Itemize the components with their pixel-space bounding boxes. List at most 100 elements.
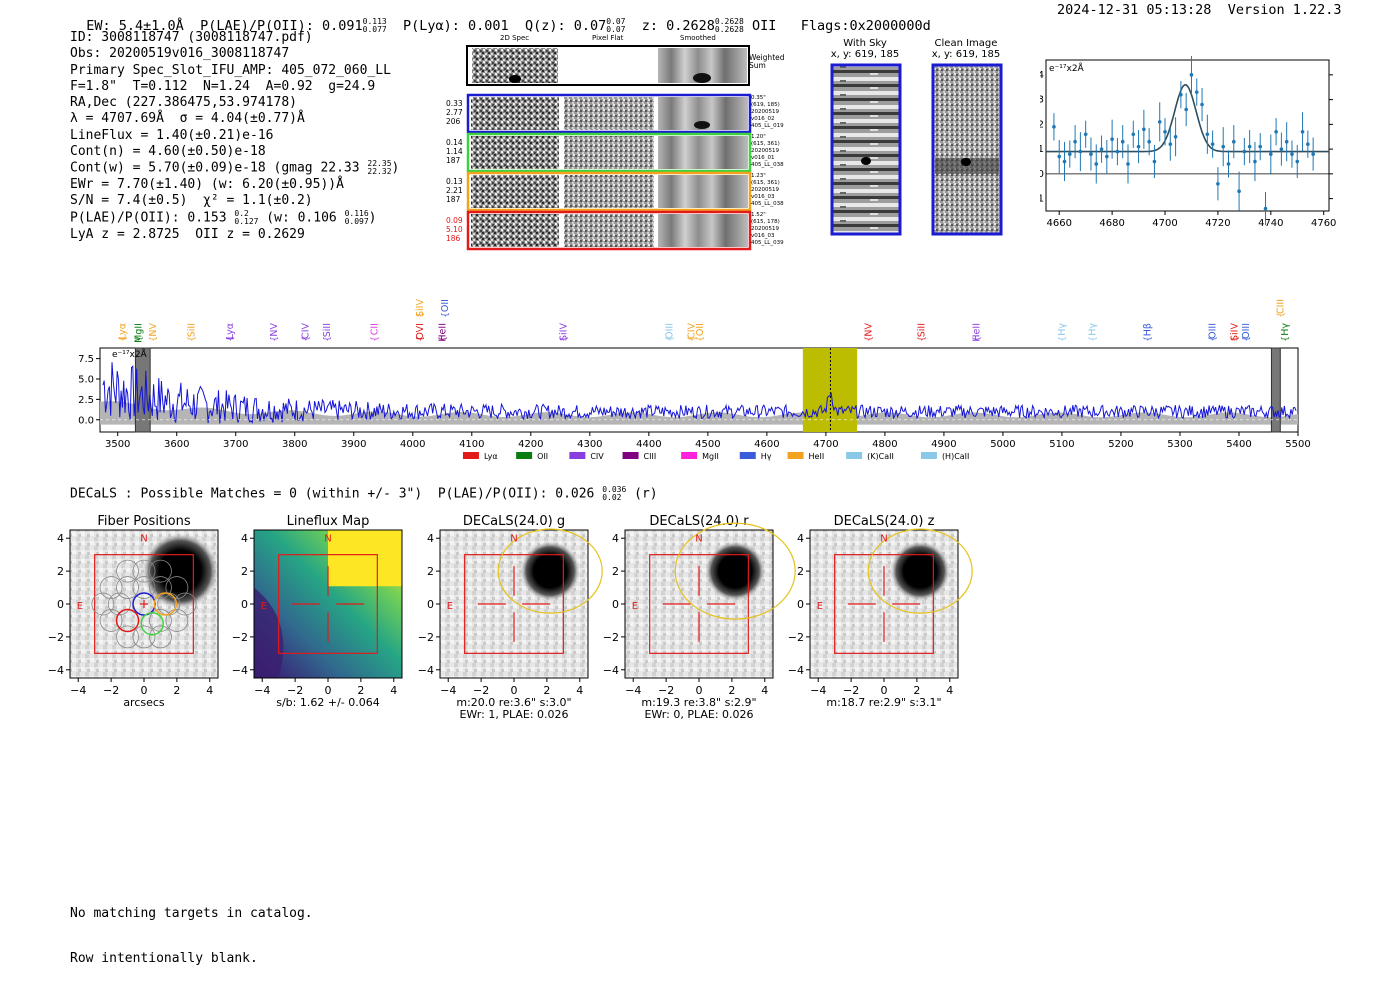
svg-text:SiIV: SiIV bbox=[415, 299, 426, 317]
svg-text:SiIV: SiIV bbox=[1229, 323, 1240, 341]
svg-text:CIII: CIII bbox=[1275, 299, 1286, 314]
spectrum-x-tick: 4100 bbox=[459, 439, 484, 450]
zoom-point bbox=[1173, 134, 1178, 139]
svg-text:{: { bbox=[187, 336, 197, 342]
panel-y-tick: 4 bbox=[797, 532, 804, 545]
timestamp-version: 2024-12-31 05:13:28 Version 1.22.3 bbox=[1057, 2, 1342, 18]
fiber-circle bbox=[173, 592, 197, 616]
panel-title: Fiber Positions bbox=[97, 514, 190, 529]
panel-caption: s/b: 1.62 +/- 0.064 bbox=[276, 696, 380, 709]
panel-x-tick: 2 bbox=[357, 684, 364, 697]
zoom-point bbox=[1163, 129, 1167, 134]
emission-line-label: OIII{ bbox=[1241, 323, 1252, 342]
panel-caption: m:18.7 re:2.9" s:3.1" bbox=[826, 696, 941, 709]
emission-line-label: SiII{ bbox=[322, 323, 333, 342]
svg-text:{: { bbox=[864, 336, 874, 342]
zoom-point bbox=[1057, 154, 1062, 159]
svg-text:{: { bbox=[441, 312, 451, 318]
emission-line-label: CIII{ bbox=[1275, 299, 1286, 318]
zoom-point bbox=[1269, 152, 1273, 156]
fiber-circle bbox=[107, 592, 131, 616]
galaxy-ellipse bbox=[674, 522, 796, 620]
zoom-x-tick: 4720 bbox=[1205, 218, 1230, 229]
panel-y-tick: 0 bbox=[612, 598, 619, 611]
col-2d-spec: 2D Spec bbox=[500, 34, 530, 42]
panel-y-tick: −2 bbox=[788, 631, 804, 644]
legend-item: Hγ bbox=[739, 452, 772, 461]
galaxy-blob bbox=[705, 541, 766, 602]
footer-line-1: No matching targets in catalog. bbox=[70, 906, 313, 921]
spectrum-x-tick: 4600 bbox=[754, 439, 779, 450]
spectrum-x-tick: 3500 bbox=[105, 439, 130, 450]
zoom-point bbox=[1142, 127, 1146, 132]
info-lambda: λ = 4707.69Å σ = 4.04(±0.77)Å bbox=[70, 111, 305, 127]
panel-title: DECaLS(24.0) r bbox=[649, 514, 749, 529]
svg-text:{: { bbox=[323, 336, 333, 342]
weighted-sum-label: Weighted Sum bbox=[749, 53, 785, 70]
fiber-circle bbox=[149, 559, 172, 583]
zoom-point bbox=[1295, 159, 1300, 164]
panel-x-tick: −4 bbox=[70, 684, 86, 697]
panel-x-tick: 2 bbox=[913, 684, 920, 697]
panel-x-tick: 4 bbox=[576, 684, 583, 697]
cutout-row-meta: 1.52" (615, 178) 20200519 v016_03 405_LL_039 bbox=[751, 212, 784, 246]
panel-y-tick: 0 bbox=[797, 598, 804, 611]
emission-line-label: SiII{ bbox=[916, 323, 927, 342]
emission-line-label: NV{ bbox=[148, 323, 159, 342]
cutout-panel: 2D Spec Pixel Flat Smoothed Weighted Sum… bbox=[440, 34, 800, 256]
oii-label: OII bbox=[751, 18, 777, 34]
aperture-box bbox=[464, 554, 564, 654]
svg-text:Lyα: Lyα bbox=[225, 323, 236, 339]
footer-line-2: Row intentionally blank. bbox=[70, 951, 258, 966]
zoom-point bbox=[1221, 144, 1226, 149]
panel-x-tick: −4 bbox=[440, 684, 456, 697]
zoom-x-tick: 4700 bbox=[1152, 218, 1177, 229]
panel-x-tick: 0 bbox=[696, 684, 703, 697]
zoom-y-tick: 2 bbox=[1040, 119, 1044, 130]
svg-text:CIII: CIII bbox=[644, 452, 657, 461]
zoom-point bbox=[1152, 159, 1157, 164]
panel-y-tick: 4 bbox=[612, 532, 619, 545]
fiber-circle bbox=[91, 592, 115, 616]
svg-text:Hγ: Hγ bbox=[1057, 323, 1068, 336]
panel-x-tick: −4 bbox=[810, 684, 826, 697]
zoom-point bbox=[1205, 132, 1210, 137]
svg-text:{: { bbox=[416, 312, 426, 318]
aperture-box bbox=[94, 554, 194, 654]
zoom-point bbox=[1184, 107, 1188, 112]
fiber-circle bbox=[165, 609, 189, 632]
cutout-svg bbox=[466, 45, 752, 251]
crosshair bbox=[662, 566, 736, 642]
svg-text:{: { bbox=[1281, 336, 1291, 342]
zoom-x-tick: 4660 bbox=[1046, 218, 1071, 229]
svg-text:{: { bbox=[687, 336, 697, 342]
galaxy-blob bbox=[890, 541, 951, 602]
cutout-row-meta: 1.20" (615, 361) 20200519 v016_01 405_LL_038 bbox=[751, 134, 784, 168]
panel-x-tick: 2 bbox=[728, 684, 735, 697]
svg-text:{: { bbox=[416, 336, 426, 342]
zoom-point bbox=[1300, 129, 1305, 134]
svg-text:{: { bbox=[1276, 312, 1286, 318]
emission-line-label: Hγ{ bbox=[1088, 323, 1099, 342]
fiber-circle bbox=[132, 576, 156, 599]
panel-y-tick: 4 bbox=[57, 532, 64, 545]
svg-text:(K)CaII: (K)CaII bbox=[867, 452, 894, 461]
decals-panel: Lineflux Map N E −4 −2 0 2 4 4 2 0 −2 −4 s/b: 1.62 +/… bbox=[232, 514, 403, 709]
emission-line-label: NV{ bbox=[863, 323, 874, 342]
zoom-point bbox=[1226, 162, 1231, 166]
emission-line-label: Lyα{ bbox=[117, 323, 128, 342]
aperture-box bbox=[834, 554, 934, 654]
compass-east: E bbox=[817, 601, 823, 612]
fiber-circle bbox=[132, 559, 156, 583]
svg-text:OII: OII bbox=[537, 452, 548, 461]
panel-caption: m:20.0 re:3.6" s:3.0" bbox=[456, 696, 571, 709]
panel-x-tick: −4 bbox=[625, 684, 641, 697]
zoom-point bbox=[1210, 142, 1215, 146]
z-value: z: 0.2628 bbox=[641, 18, 715, 34]
cutout-flat bbox=[564, 175, 654, 208]
cutout-smooth bbox=[658, 136, 748, 169]
panel-x-tick: 4 bbox=[206, 684, 213, 697]
svg-text:SiIV: SiIV bbox=[558, 323, 569, 341]
zoom-point bbox=[1136, 144, 1141, 149]
panel-y-tick: 4 bbox=[241, 532, 248, 545]
